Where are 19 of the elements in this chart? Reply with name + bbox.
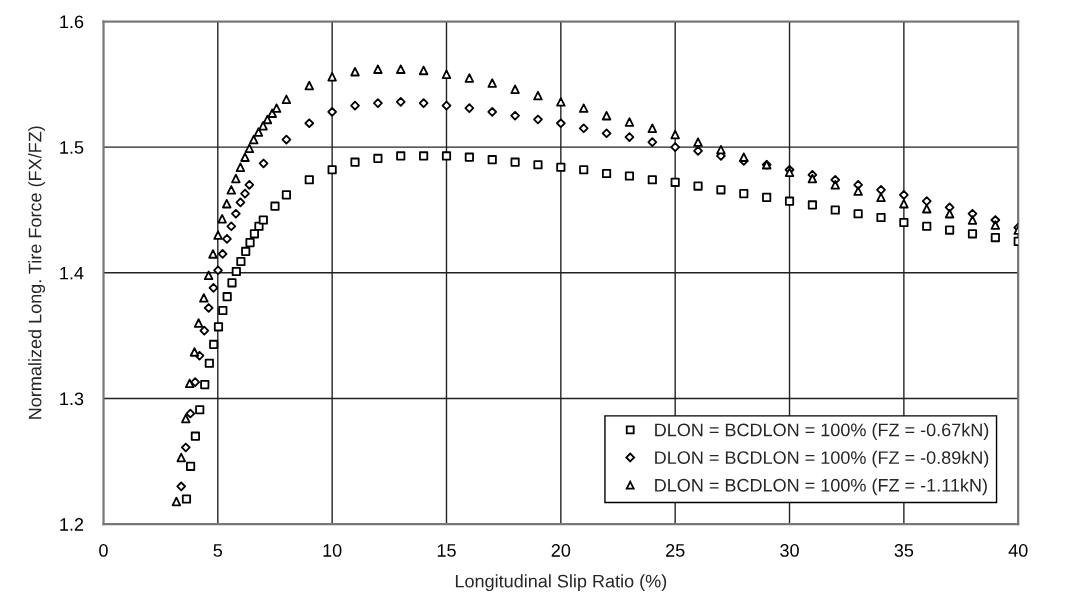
x-tick-label: 40 — [1008, 544, 1028, 557]
x-tick-label: 10 — [323, 544, 342, 557]
x-axis-title: Longitudinal Slip Ratio (%) — [455, 574, 667, 592]
x-tick-label: 35 — [894, 544, 914, 557]
x-tick-label: 0 — [99, 544, 108, 557]
legend-label: DLON = BCDLON = 100% (FZ = -0.67kN) — [655, 423, 989, 440]
legend-label: DLON = BCDLON = 100% (FZ = -1.11kN) — [655, 478, 987, 496]
y-tick-label: 1.2 — [60, 518, 84, 531]
y-tick-label: 1.3 — [60, 392, 84, 406]
x-tick-label: 25 — [666, 544, 685, 557]
x-tick-label: 15 — [437, 544, 456, 557]
x-tick-label: 5 — [213, 544, 223, 557]
y-tick-label: 1.5 — [60, 141, 84, 154]
x-tick-label: 20 — [551, 544, 571, 557]
y-tick-label: 1.4 — [60, 266, 84, 280]
y-tick-label: 1.6 — [60, 15, 84, 29]
y-axis-title: Normalized Long. Tire Force (FX/FZ) — [28, 126, 46, 419]
x-tick-label: 30 — [780, 544, 799, 557]
legend-label: DLON = BCDLON = 100% (FZ = -0.89kN) — [655, 450, 989, 468]
